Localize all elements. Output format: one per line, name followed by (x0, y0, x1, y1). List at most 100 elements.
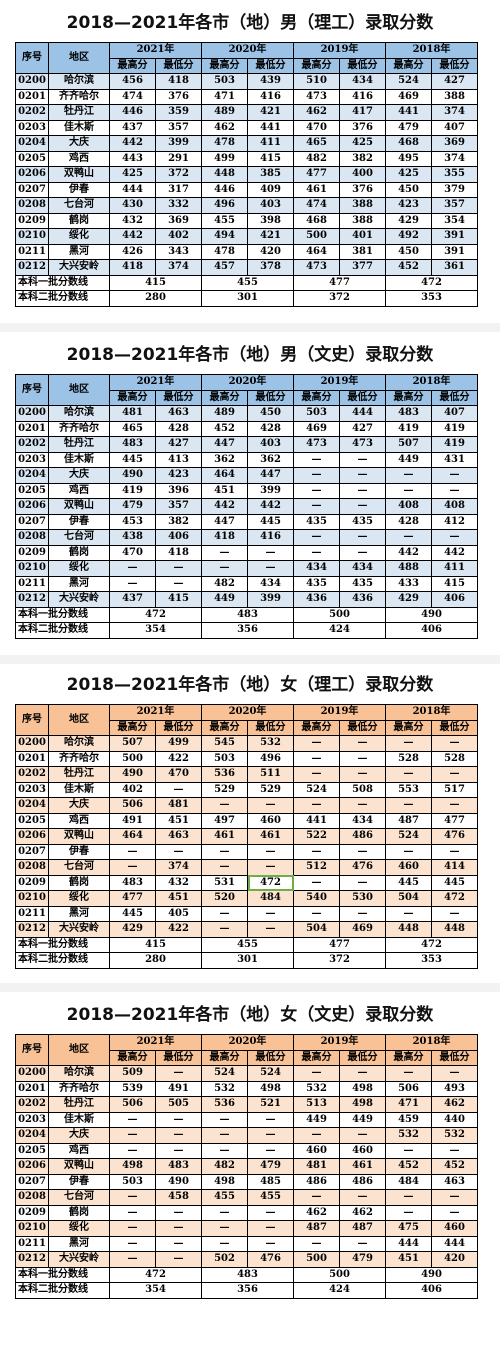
cutoff-value: 301 (201, 290, 294, 307)
header-max: 最高分 (385, 57, 432, 74)
section-divider-1 (0, 323, 500, 332)
cell-score: 532 (293, 1080, 340, 1097)
cell-score: 483 (109, 436, 156, 453)
cell-score: 361 (431, 259, 478, 276)
cell-score: 442 (201, 498, 248, 515)
cell-region: 哈尔滨 (48, 73, 110, 90)
header-year: 2021年 (109, 1034, 202, 1051)
cell-score: 458 (155, 1189, 202, 1206)
section-divider-3 (0, 983, 500, 992)
cell-score: 484 (385, 1173, 432, 1190)
cell-score: 398 (247, 212, 294, 229)
cell-score: 497 (201, 812, 248, 829)
cell-region: 齐齐哈尔 (48, 1080, 110, 1097)
cell-score: — (293, 1189, 340, 1206)
cell-score: 400 (339, 166, 386, 183)
header-min: 最低分 (339, 719, 386, 736)
cell-code: 0209 (15, 212, 49, 229)
cell-score: — (247, 797, 294, 814)
cell-score: 446 (201, 181, 248, 198)
cell-score: — (247, 1235, 294, 1252)
cell-score: 488 (385, 560, 432, 577)
cell-region: 鹤岗 (48, 544, 110, 561)
cell-region: 双鸭山 (48, 1158, 110, 1175)
cell-region: 七台河 (48, 529, 110, 546)
cell-score: 456 (109, 73, 156, 90)
cell-region: 双鸭山 (48, 828, 110, 845)
cell-score: 478 (201, 135, 248, 152)
cutoff-value: 415 (109, 936, 202, 953)
cell-score: — (385, 1142, 432, 1159)
header-min: 最低分 (339, 57, 386, 74)
cell-score: 462 (293, 104, 340, 121)
cell-region: 大兴安岭 (48, 921, 110, 938)
section-title: 2018—2021年各市（地）女（文史）录取分数 (66, 1005, 434, 1025)
cell-score: 441 (293, 812, 340, 829)
cell-score: 453 (109, 513, 156, 530)
cell-code: 0205 (15, 150, 49, 167)
cell-score: 479 (247, 1158, 294, 1175)
header-region: 地区 (48, 704, 110, 736)
table-row: 0201 齐齐哈尔 539 491 532 498 532 498 506 493 (15, 1080, 478, 1097)
cell-code: 0200 (15, 73, 49, 90)
cutoff-value: 424 (293, 622, 386, 639)
cell-score: 451 (385, 1251, 432, 1268)
cell-score: — (293, 735, 340, 752)
cell-region: 大庆 (48, 135, 110, 152)
cell-score: 418 (155, 544, 202, 561)
header-min: 最低分 (339, 389, 386, 406)
table-row: 0201 齐齐哈尔 474 376 471 416 473 416 469 388 (15, 88, 478, 105)
cell-score: 447 (201, 513, 248, 530)
cell-code: 0207 (15, 1173, 49, 1190)
cell-score: — (247, 1127, 294, 1144)
cell-score: 391 (431, 243, 478, 260)
cell-score: — (155, 1204, 202, 1221)
cell-region: 七台河 (48, 859, 110, 876)
table-row: 0201 齐齐哈尔 465 428 452 428 469 427 419 419 (15, 420, 478, 437)
table-row: 0207 伊春 503 490 498 485 486 486 484 463 (15, 1173, 478, 1190)
cell-code: 0203 (15, 119, 49, 136)
cell-score: 489 (201, 405, 248, 422)
cutoff-value: 415 (109, 274, 202, 291)
cell-score: 455 (201, 212, 248, 229)
table-row: 0211 黑河 426 343 478 420 464 381 450 391 (15, 243, 478, 260)
cell-score: 473 (293, 259, 340, 276)
header-min: 最低分 (155, 389, 202, 406)
cell-score: — (109, 1251, 156, 1268)
table-row: 0205 鸡西 — — — —460 460— — (15, 1142, 478, 1159)
cell-score: 428 (247, 420, 294, 437)
table-row: 0210 绥化 — — — —487 487 475 460 (15, 1220, 478, 1237)
cell-score: 441 (385, 104, 432, 121)
cell-score: — (109, 1111, 156, 1128)
header-max: 最高分 (109, 389, 156, 406)
cell-score: 522 (293, 828, 340, 845)
cell-score: — (293, 843, 340, 860)
cell-region: 佳木斯 (48, 451, 110, 468)
cell-region: 大庆 (48, 797, 110, 814)
table-row: 0206 双鸭山 498 483 482 479 481 461 452 452 (15, 1158, 478, 1175)
cell-code: 0207 (15, 843, 49, 860)
cell-score: 503 (201, 750, 248, 767)
cutoff-value: 406 (385, 1282, 478, 1299)
cell-score: 528 (385, 750, 432, 767)
cell-score: — (109, 1220, 156, 1237)
cell-score: — (247, 1204, 294, 1221)
score-table: 序号 地区 2021年 2020年 2019年 2018年 最高分 最低分 最高分 最低分 最高分最… (15, 1034, 478, 1299)
cell-region: 鸡西 (48, 150, 110, 167)
cell-score: 444 (431, 1235, 478, 1252)
cell-score: — (155, 1235, 202, 1252)
cutoff-value: 472 (109, 1266, 202, 1283)
cutoff-value: 500 (293, 1266, 386, 1283)
cell-score: — (339, 1065, 386, 1082)
cell-score: 460 (431, 1220, 478, 1237)
cell-score: 425 (109, 166, 156, 183)
cell-region: 黑河 (48, 243, 110, 260)
cell-score: 492 (385, 228, 432, 245)
header-max: 最高分 (293, 1049, 340, 1066)
cell-score: — (293, 1235, 340, 1252)
cell-score: — (201, 1111, 248, 1128)
cell-code: 0203 (15, 1111, 49, 1128)
cell-score: 499 (201, 150, 248, 167)
header-min: 最低分 (247, 57, 294, 74)
cell-score: — (431, 843, 478, 860)
